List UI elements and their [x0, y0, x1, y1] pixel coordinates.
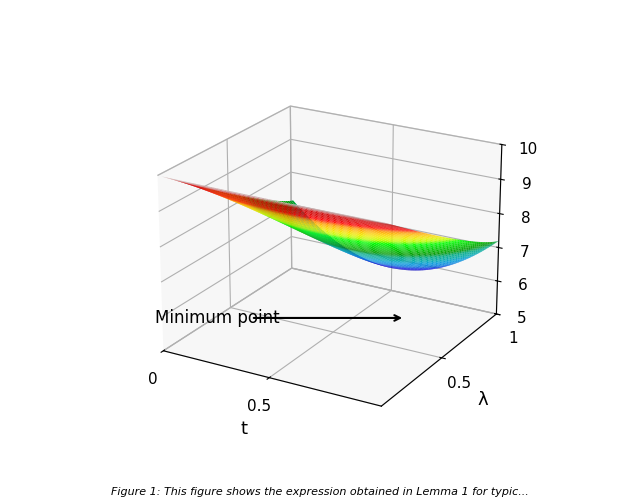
- Text: Minimum point: Minimum point: [155, 309, 280, 327]
- X-axis label: t: t: [241, 420, 248, 438]
- Text: Figure 1: This figure shows the expression obtained in Lemma 1 for typic...: Figure 1: This figure shows the expressi…: [111, 487, 529, 497]
- Y-axis label: λ: λ: [477, 391, 488, 409]
